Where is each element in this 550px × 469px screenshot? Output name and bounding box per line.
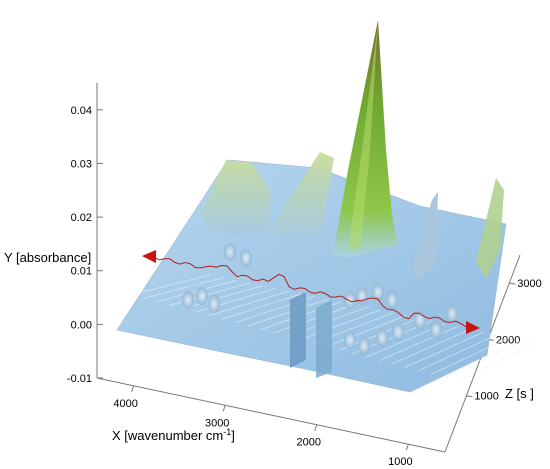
y-tick-label: 0.00 [71,319,92,331]
z-tick-label: 1000 [474,391,498,403]
z-tick-label: 2000 [496,334,520,346]
surface-bump [224,243,236,261]
y-tick-label: 0.01 [71,266,92,278]
floor-streak [182,285,263,310]
slice-shadow-1 [290,292,306,368]
ridge-1250 [412,192,438,280]
trace-line [153,256,467,328]
surface-bump [446,305,458,323]
x-axis-label: X [wavenumber cm-1] [112,427,235,443]
floor-streak [221,293,302,320]
floor-streak [404,331,485,369]
ridge-800 [476,178,504,278]
floor-streak [456,341,538,382]
floor-streak [273,304,354,334]
x-tick-label: 2000 [297,437,321,449]
floor-streak [195,288,276,313]
z-tick-label: 3000 [517,278,541,290]
x-tick-label: 1000 [388,456,412,468]
peak-main-highlight [348,22,378,250]
x-tick-label: 4000 [113,398,137,410]
y-axis-label: Y [absorbance] [4,250,91,265]
surface-bump [240,249,252,267]
slice-shadow-2 [316,300,332,378]
surface-bump [376,329,388,347]
surface-bump [208,295,220,313]
trace-marker-left [142,250,156,263]
x-tick-mark [314,424,318,431]
floor-streak [417,333,498,372]
surface-bump [372,283,384,301]
floor-streak [156,280,237,303]
z-tick-mark [466,395,473,398]
floor-streak [208,290,289,317]
y-axis: 0.04 0.03 0.02 0.01 0.00 -0.01 [67,105,103,385]
trace-marker-right [466,321,480,334]
y-tick-label: 0.03 [71,158,92,170]
x-tick-label: 3000 [205,417,229,429]
surface-bump [344,331,356,349]
floor-streak [299,309,381,341]
y-tick-label: -0.01 [67,373,92,385]
ridge-band-2900 [268,152,334,242]
surface-bump [182,291,194,309]
x-axis: 4000 3000 2000 1000 [113,385,413,468]
surface-bump [358,337,370,355]
floor-streak [247,298,328,327]
floor-streak [142,277,224,299]
floor-streak [391,328,472,365]
surface-bump [386,291,398,309]
surface-bump [392,323,404,341]
ridge-back-left [200,160,270,236]
z-axis-label: Z [s ] [505,386,534,401]
surface-bump [356,287,368,305]
surface-bump [344,291,356,309]
floor-streak [378,325,459,362]
y-tick-label: 0.04 [71,105,92,117]
floor-streak [430,336,511,375]
floor-streak [129,274,211,296]
y-tick-label: 0.02 [71,212,92,224]
floor-streak [443,339,524,379]
x-tick-mark [405,444,409,451]
z-tick-mark [509,282,516,285]
x-tick-mark [131,385,135,392]
surface-bump [196,287,208,305]
x-tick-mark [222,405,226,412]
surface-bump [430,321,442,339]
z-axis: 1000 2000 3000 [466,278,542,403]
floor-streak [326,315,407,348]
